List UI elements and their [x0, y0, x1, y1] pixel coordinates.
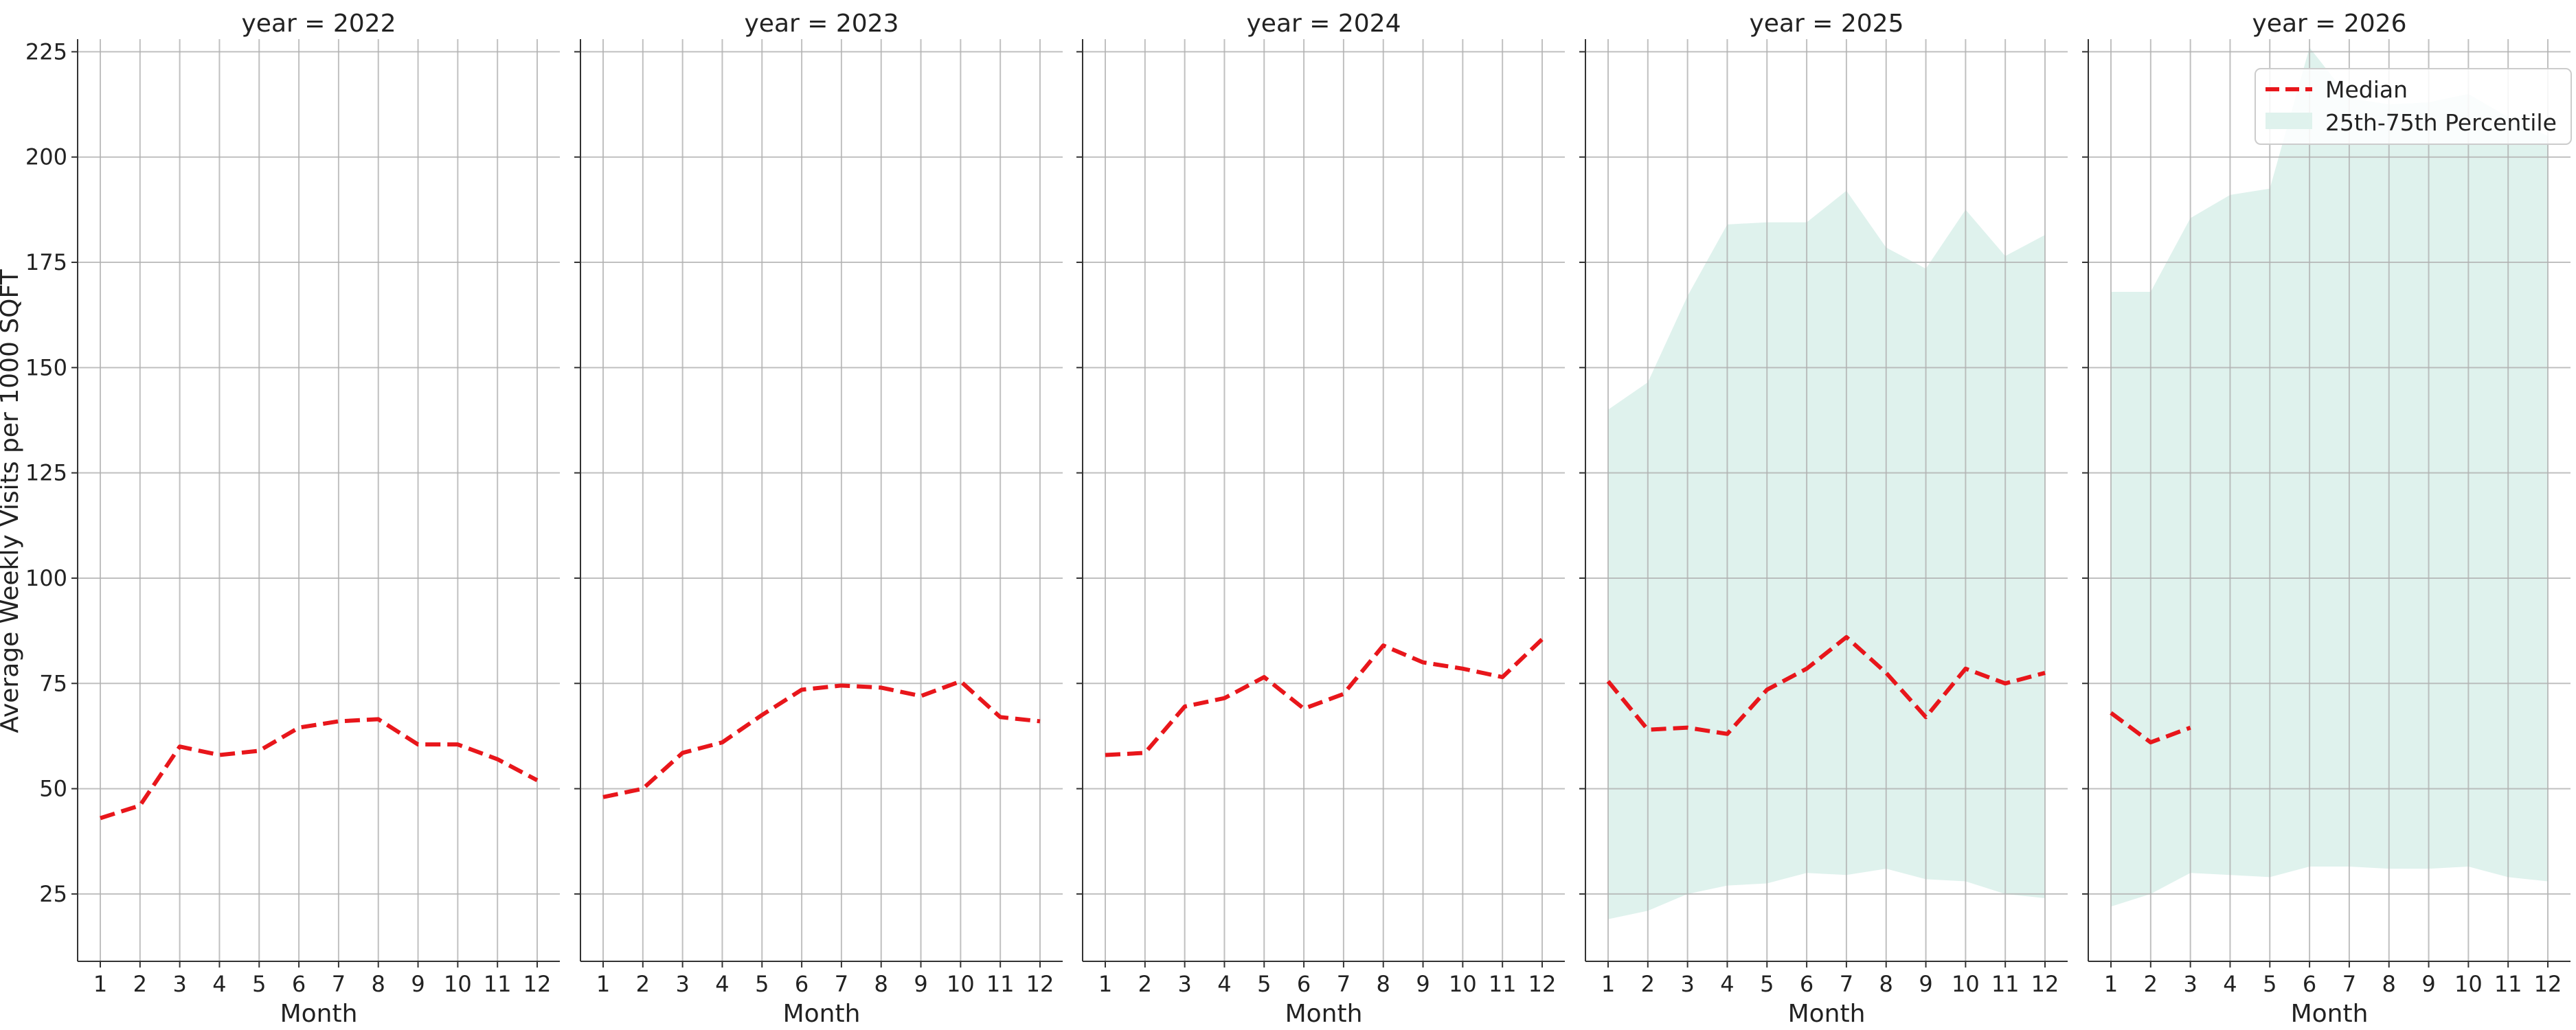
legend-band-label: 25th-75th Percentile: [2325, 109, 2557, 136]
legend-box: [2255, 68, 2572, 145]
x-tick-label: 9: [1919, 971, 1932, 997]
x-tick-label: 4: [212, 971, 226, 997]
median-line: [2110, 711, 2191, 745]
y-tick-label: 25: [39, 881, 67, 907]
x-tick-label: 12: [2534, 971, 2562, 997]
percentile-band: [1608, 190, 2045, 919]
y-tick-label: 200: [25, 144, 67, 170]
x-tick-label: 6: [1800, 971, 1814, 997]
x-tick-label: 12: [2031, 971, 2059, 997]
x-tick-label: 10: [444, 971, 472, 997]
median-line: [100, 717, 539, 821]
y-tick-label: 50: [39, 776, 67, 802]
x-tick-label: 4: [1217, 971, 1231, 997]
x-tick-label: 11: [484, 971, 512, 997]
x-tick-label: 7: [332, 971, 346, 997]
x-tick-label: 2: [1641, 971, 1655, 997]
x-tick-label: 8: [1377, 971, 1390, 997]
median-line: [602, 679, 1041, 799]
x-tick-label: 2: [636, 971, 650, 997]
x-tick-label: 5: [755, 971, 769, 997]
x-axis-label: Month: [783, 1000, 861, 1028]
x-tick-label: 6: [292, 971, 306, 997]
x-tick-label: 9: [914, 971, 927, 997]
legend-median-label: Median: [2325, 76, 2408, 103]
x-tick-label: 11: [2494, 971, 2522, 997]
percentile-band: [2111, 47, 2548, 907]
x-tick-label: 2: [2144, 971, 2158, 997]
x-tick-label: 1: [1098, 971, 1112, 997]
y-tick-label: 100: [25, 565, 67, 591]
y-tick-label: 150: [25, 354, 67, 380]
x-tick-label: 10: [2454, 971, 2483, 997]
panel-title: year = 2026: [2252, 10, 2407, 38]
median-line: [1606, 634, 2046, 736]
x-tick-label: 3: [2183, 971, 2197, 997]
x-tick-label: 5: [2263, 971, 2276, 997]
x-axis-label: Month: [1788, 1000, 1866, 1028]
x-tick-label: 6: [795, 971, 809, 997]
x-tick-label: 10: [1952, 971, 1980, 997]
x-tick-label: 5: [252, 971, 266, 997]
x-axis-label: Month: [2291, 1000, 2369, 1028]
x-tick-label: 7: [1840, 971, 1853, 997]
x-axis-label: Month: [1285, 1000, 1363, 1028]
panel-title: year = 2024: [1247, 10, 1401, 38]
x-axis-label: Month: [280, 1000, 358, 1028]
x-tick-label: 2: [1138, 971, 1152, 997]
x-tick-label: 12: [1026, 971, 1054, 997]
x-tick-label: 10: [947, 971, 975, 997]
x-tick-label: 9: [411, 971, 425, 997]
x-tick-label: 4: [1720, 971, 1734, 997]
x-tick-label: 12: [523, 971, 552, 997]
legend: Median 25th-75th Percentile: [2255, 68, 2572, 145]
x-tick-label: 8: [1879, 971, 1893, 997]
x-tick-label: 3: [675, 971, 689, 997]
x-tick-label: 4: [715, 971, 729, 997]
x-tick-label: 9: [1416, 971, 1430, 997]
x-tick-label: 5: [1257, 971, 1271, 997]
y-tick-label: 175: [25, 249, 67, 275]
x-tick-label: 1: [596, 971, 610, 997]
x-tick-label: 7: [2342, 971, 2356, 997]
x-tick-label: 11: [1991, 971, 2020, 997]
panel-title: year = 2023: [745, 10, 899, 38]
x-tick-label: 12: [1528, 971, 1557, 997]
x-tick-label: 7: [835, 971, 848, 997]
x-tick-label: 7: [1337, 971, 1351, 997]
x-tick-label: 6: [2303, 971, 2316, 997]
x-tick-label: 5: [1760, 971, 1774, 997]
x-tick-label: 8: [372, 971, 385, 997]
x-tick-label: 3: [1177, 971, 1191, 997]
y-tick-label: 75: [39, 670, 67, 696]
x-tick-label: 3: [172, 971, 186, 997]
median-line: [1105, 637, 1544, 757]
x-tick-label: 8: [874, 971, 888, 997]
panel-title: year = 2022: [242, 10, 396, 38]
x-tick-label: 1: [1601, 971, 1615, 997]
x-tick-label: 10: [1449, 971, 1477, 997]
x-tick-label: 8: [2382, 971, 2396, 997]
x-tick-label: 3: [1680, 971, 1694, 997]
y-axis-label: Average Weekly Visits per 1000 SQFT: [0, 268, 24, 733]
x-tick-label: 1: [2104, 971, 2118, 997]
x-tick-label: 4: [2223, 971, 2237, 997]
y-tick-label: 125: [25, 460, 67, 486]
x-tick-label: 6: [1297, 971, 1311, 997]
x-tick-label: 2: [133, 971, 147, 997]
y-tick-label: 225: [25, 38, 67, 65]
x-tick-label: 11: [1489, 971, 1517, 997]
panel-title: year = 2025: [1750, 10, 1904, 38]
x-tick-label: 1: [93, 971, 107, 997]
legend-band-swatch: [2266, 113, 2312, 129]
x-tick-label: 11: [986, 971, 1015, 997]
x-tick-label: 9: [2421, 971, 2435, 997]
